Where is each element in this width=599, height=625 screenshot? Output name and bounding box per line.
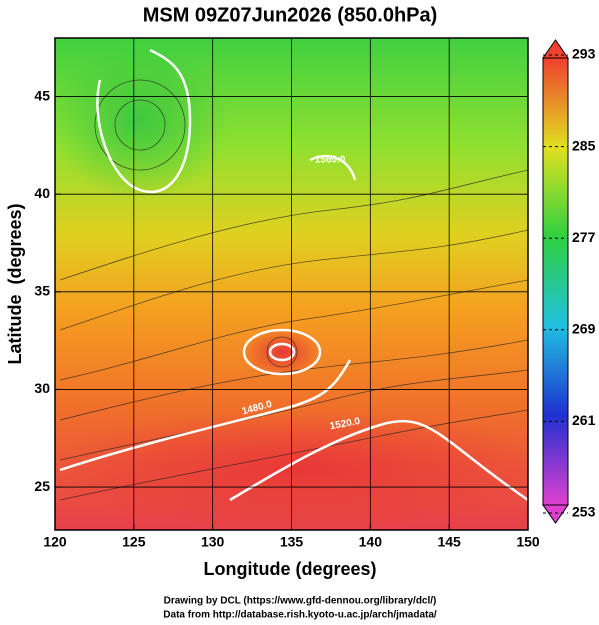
- colorbar-tick-label: 253: [572, 504, 596, 520]
- colorbar-tick-label: 261: [572, 412, 596, 428]
- y-tick-label: 45: [34, 87, 50, 103]
- x-tick-label: 120: [43, 534, 67, 550]
- colorbar-tick-label: 285: [572, 137, 596, 153]
- x-tick-label: 135: [280, 534, 304, 550]
- chart-title: MSM 09Z07Jun2026 (850.0hPa): [143, 4, 438, 26]
- colorbar-tick-label: 293: [572, 46, 596, 62]
- y-tick-label: 35: [34, 283, 50, 299]
- contour-label: 1520.0: [329, 416, 361, 432]
- colorbar-min-arrow: [542, 504, 569, 524]
- x-tick-label: 145: [437, 534, 461, 550]
- x-tick-label: 130: [201, 534, 225, 550]
- colorbar-tick-label: 277: [572, 229, 596, 245]
- warm-core: [242, 327, 322, 377]
- footer-line: Data from http://database.rish.kyoto-u.a…: [163, 610, 437, 621]
- x-tick-label: 150: [516, 534, 540, 550]
- y-tick-label: 30: [34, 380, 50, 396]
- footer-line: Drawing by DCL (https://www.gfd-dennou.o…: [164, 596, 437, 607]
- cold-region: [55, 40, 230, 200]
- colorbar-tick-label: 269: [572, 321, 596, 337]
- warm-region: [55, 410, 528, 530]
- contours: [59, 48, 528, 502]
- x-axis-label: Longitude (degrees): [203, 559, 376, 579]
- streamlines: [59, 79, 528, 501]
- y-tick-label: 25: [34, 478, 50, 494]
- colorbar: [542, 57, 569, 506]
- contour-label: 1560.0: [315, 155, 346, 166]
- y-axis-label: Latitude (degrees): [5, 203, 25, 364]
- x-tick-label: 125: [122, 534, 146, 550]
- y-tick-label: 40: [34, 185, 50, 201]
- x-tick-label: 140: [359, 534, 383, 550]
